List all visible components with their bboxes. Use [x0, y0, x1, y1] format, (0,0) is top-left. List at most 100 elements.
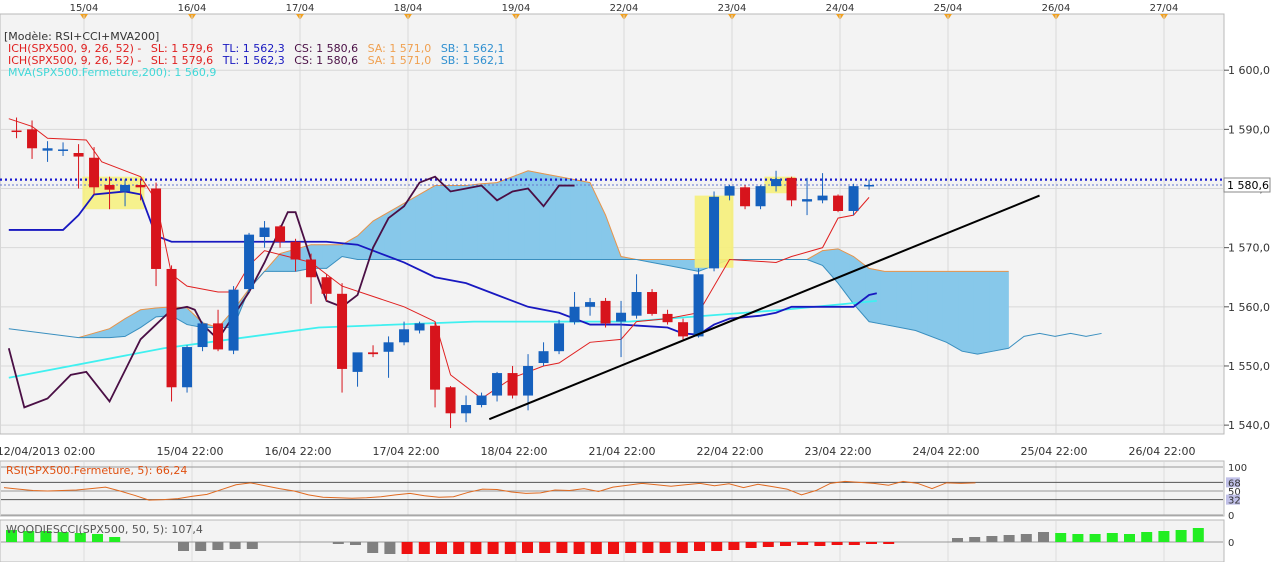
candle[interactable]	[724, 184, 735, 201]
rsi-level-box	[1226, 477, 1240, 488]
cci-label: WOODIESCCI(SPX500, 50, 5): 107,4	[6, 523, 203, 536]
cloud-segment	[361, 227, 366, 260]
cloud-segment	[450, 185, 455, 260]
candle[interactable]	[507, 365, 518, 399]
candle[interactable]	[430, 322, 441, 408]
candle[interactable]	[833, 194, 844, 213]
candle[interactable]	[631, 274, 642, 319]
candle-body	[507, 373, 518, 396]
cloud-segment	[981, 271, 986, 354]
cloud-segment	[407, 198, 413, 260]
candle-body	[817, 195, 828, 201]
candle[interactable]	[445, 386, 456, 429]
candle[interactable]	[492, 371, 503, 402]
candle-body	[693, 274, 704, 337]
cci-bar	[728, 542, 740, 550]
cci-bar	[332, 542, 344, 544]
price-panel[interactable]	[0, 13, 1225, 435]
cci-panel[interactable]	[0, 519, 1225, 563]
candle[interactable]	[848, 183, 859, 216]
candle[interactable]	[228, 286, 239, 355]
cci-bar	[1055, 533, 1067, 542]
candle[interactable]	[600, 297, 611, 328]
trendline[interactable]	[488, 194, 1040, 421]
candle[interactable]	[678, 318, 689, 340]
candle[interactable]	[647, 289, 658, 316]
cloud-segment	[446, 185, 451, 260]
candle[interactable]	[755, 185, 766, 210]
cloud-segment	[430, 185, 436, 260]
candle[interactable]	[290, 238, 301, 272]
bottom-date-label: 23/04 22:00	[805, 445, 872, 458]
candle[interactable]	[135, 179, 146, 201]
candle[interactable]	[569, 292, 580, 325]
cloud-segment	[593, 190, 599, 260]
candle[interactable]	[352, 352, 363, 387]
candle[interactable]	[244, 232, 255, 293]
candle[interactable]	[585, 297, 596, 316]
cci-bar	[556, 542, 568, 553]
candle[interactable]	[89, 147, 100, 195]
candle[interactable]	[802, 177, 813, 216]
candle[interactable]	[786, 176, 797, 207]
cloud-segment	[903, 271, 909, 330]
candle[interactable]	[817, 173, 828, 204]
candle[interactable]	[538, 342, 549, 366]
candle[interactable]	[151, 182, 162, 287]
candle[interactable]	[771, 170, 782, 192]
cloud-segment	[988, 271, 994, 353]
cloud-segment	[136, 309, 141, 331]
candle-body	[275, 226, 286, 242]
candle[interactable]	[383, 336, 394, 378]
rsi-panel[interactable]	[0, 460, 1225, 517]
candle[interactable]	[120, 179, 131, 207]
candle[interactable]	[259, 221, 270, 248]
top-date-label: 17/04	[286, 3, 315, 14]
legend-model: [Modèle: RSI+CCI+MVA200]	[4, 30, 159, 43]
candle[interactable]	[693, 268, 704, 338]
candle[interactable]	[166, 265, 177, 402]
candle[interactable]	[476, 392, 487, 408]
candle[interactable]	[740, 184, 751, 210]
candle[interactable]	[306, 253, 317, 304]
cci-bar	[1020, 534, 1032, 542]
legend-row-1-sb: SB: 1 562,1	[441, 42, 505, 55]
cloud-segment	[930, 271, 936, 339]
candle[interactable]	[197, 321, 208, 352]
last-price-tag-text: 1 580,6	[1227, 179, 1269, 192]
candle-body	[662, 313, 673, 323]
candle[interactable]	[275, 225, 286, 248]
candle[interactable]	[182, 345, 193, 393]
candle[interactable]	[461, 395, 472, 423]
candle[interactable]	[709, 191, 720, 272]
candle[interactable]	[213, 309, 224, 352]
candle[interactable]	[11, 117, 22, 139]
cci-chart: 0	[1, 528, 1234, 554]
cloud-segment	[1004, 271, 1009, 350]
candle[interactable]	[616, 300, 627, 358]
support-trendline[interactable]	[488, 194, 1040, 421]
candle[interactable]	[42, 141, 53, 162]
candle[interactable]	[662, 309, 673, 325]
candle[interactable]	[27, 120, 38, 159]
candle[interactable]	[864, 179, 875, 190]
candle-body	[585, 302, 596, 307]
candle[interactable]	[399, 321, 410, 346]
candle[interactable]	[414, 321, 425, 334]
candle-body	[11, 130, 22, 133]
candle[interactable]	[73, 144, 84, 189]
cloud-segment	[423, 189, 428, 260]
candle[interactable]	[523, 354, 534, 411]
candle[interactable]	[321, 274, 332, 301]
cci-bar	[952, 538, 963, 542]
cloud-segment	[411, 196, 416, 260]
rsi-tick-label: 100	[1228, 463, 1247, 474]
cloud-segment	[950, 271, 955, 348]
candle[interactable]	[337, 283, 348, 393]
cci-bar	[23, 531, 35, 542]
candle[interactable]	[368, 345, 379, 358]
candle[interactable]	[554, 319, 565, 355]
candle[interactable]	[58, 142, 69, 156]
rsi-tick-label: 32	[1228, 496, 1241, 507]
candle[interactable]	[104, 176, 115, 210]
